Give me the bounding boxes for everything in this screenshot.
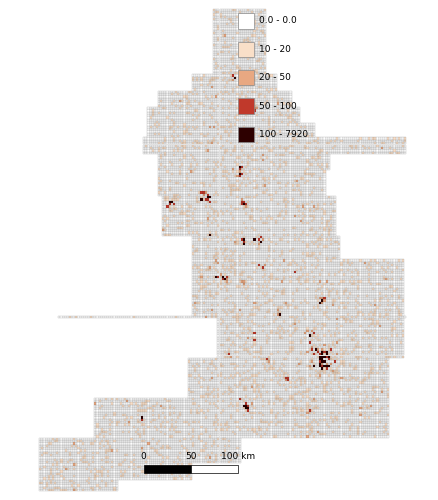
Text: 10 - 20: 10 - 20 (258, 44, 290, 54)
Bar (238, 42, 254, 57)
Text: 20 - 50: 20 - 50 (258, 73, 290, 82)
Text: 100 km: 100 km (221, 452, 255, 461)
Bar (238, 98, 254, 114)
Bar (143, 465, 191, 473)
Text: 100 - 7920: 100 - 7920 (258, 130, 307, 139)
Text: 50: 50 (185, 452, 196, 461)
Bar (191, 465, 238, 473)
Text: 50 - 100: 50 - 100 (258, 102, 296, 110)
Text: 0.0 - 0.0: 0.0 - 0.0 (258, 16, 296, 26)
Bar (238, 70, 254, 86)
Bar (238, 127, 254, 142)
Text: 0: 0 (140, 452, 146, 461)
Bar (238, 13, 254, 28)
